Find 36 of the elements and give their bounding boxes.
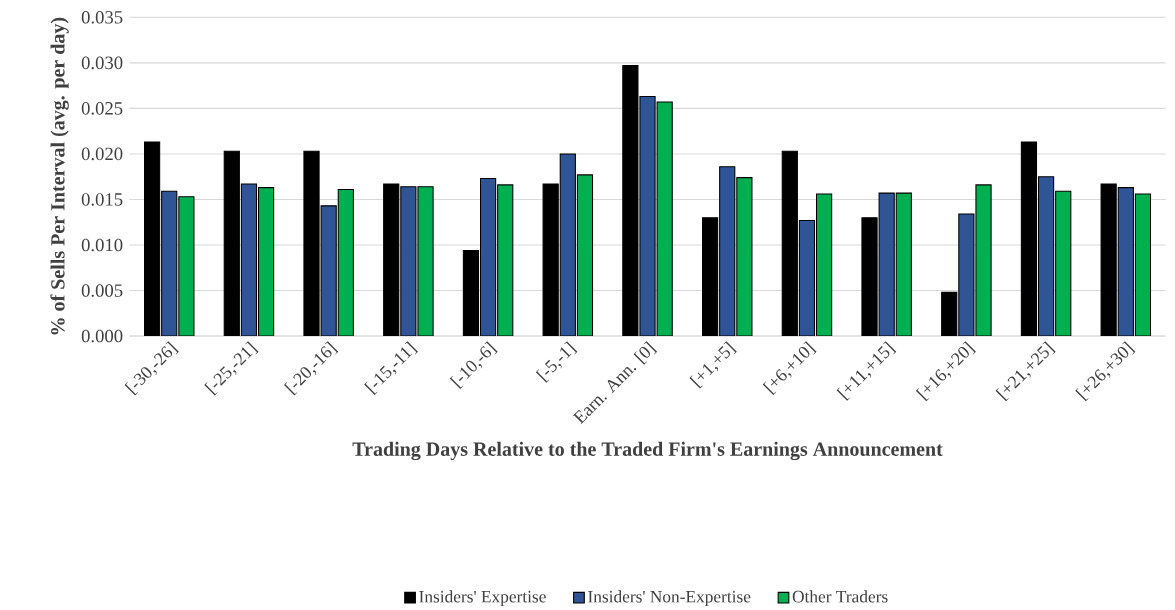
bar	[178, 196, 195, 336]
bar	[1037, 175, 1055, 336]
bar	[1134, 193, 1152, 336]
legend-label: Insiders' Expertise	[419, 590, 546, 606]
bar	[240, 183, 258, 336]
y-tick-label: 0.010	[81, 238, 123, 252]
y-tick-label: 0.025	[81, 101, 123, 115]
bar	[257, 186, 275, 336]
bar	[559, 153, 576, 336]
bar	[1055, 190, 1072, 336]
x-axis-title: Trading Days Relative to the Traded Firm's Earnings Announcement	[352, 441, 943, 460]
bar	[337, 188, 354, 336]
bar	[895, 192, 912, 336]
bar	[656, 101, 673, 336]
bar	[878, 192, 895, 336]
legend-label: Insiders' Non-Expertise	[588, 590, 751, 606]
bar	[815, 193, 833, 336]
bar	[479, 177, 497, 336]
bar	[497, 184, 514, 336]
bar	[958, 213, 975, 336]
bar	[576, 174, 594, 336]
bar	[736, 176, 753, 336]
bar	[719, 165, 736, 336]
bar	[798, 219, 816, 336]
bar	[1117, 186, 1134, 336]
bar	[161, 190, 178, 336]
y-tick-label: 0.020	[81, 147, 123, 161]
y-tick-label: 0.000	[81, 329, 123, 343]
bar	[400, 186, 417, 336]
y-tick-label: 0.005	[81, 284, 123, 297]
y-tick-label: 0.035	[81, 10, 123, 24]
legend-label: Other Traders	[792, 590, 888, 603]
bar	[320, 205, 337, 336]
y-axis-title: % of Sells Per Interval (avg. per day)	[50, 17, 69, 335]
y-tick-label: 0.030	[81, 56, 123, 70]
y-tick-label: 0.015	[81, 192, 123, 206]
